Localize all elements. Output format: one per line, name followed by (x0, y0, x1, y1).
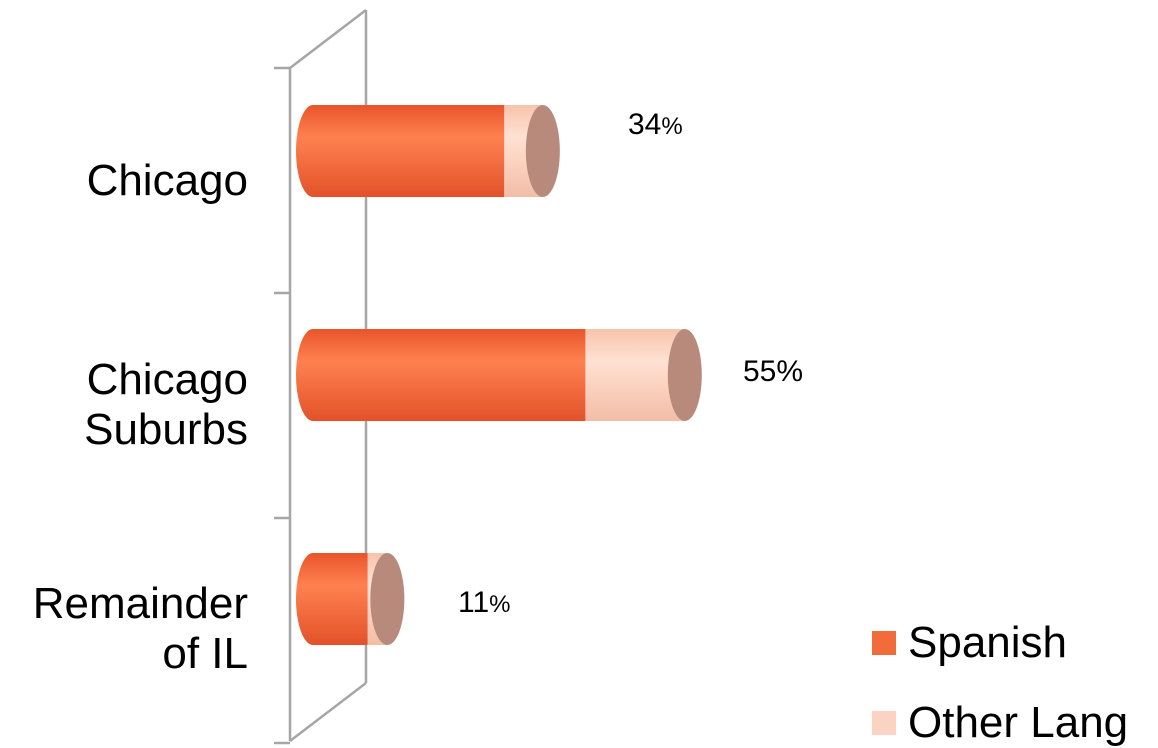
data-label: 11% (458, 586, 511, 620)
bar-spanish (313, 105, 505, 197)
category-label-line: of IL (162, 629, 248, 678)
bar-group (296, 553, 405, 645)
legend-label-spanish: Spanish (908, 618, 1068, 667)
legend-swatch-spanish (872, 631, 896, 655)
category-label-line: Chicago (86, 355, 248, 404)
bar-start-cap (296, 105, 330, 197)
category-label-line: Suburbs (84, 405, 248, 454)
category-label: Chicago Suburbs (84, 355, 248, 455)
bars (296, 105, 702, 645)
data-label-unit: % (489, 591, 511, 618)
bar-start-cap (296, 553, 330, 645)
category-label-line: Chicago (86, 156, 248, 205)
category-label-line: Remainder (32, 579, 248, 628)
bar-start-cap (296, 329, 330, 421)
data-label-number: 34 (628, 108, 662, 141)
data-label: 55% (743, 355, 803, 389)
data-label: 34% (628, 108, 683, 142)
legend-label-other-lang: Other Lang (908, 698, 1129, 747)
bar-end-cap (667, 329, 702, 421)
axis-line-top (289, 9, 367, 69)
data-label-number: 55% (743, 355, 804, 388)
bar-end-cap (370, 553, 405, 645)
legend-item-other-lang: Other Lang (872, 698, 1128, 748)
legend-item-spanish: Spanish (872, 618, 1067, 668)
bar-spanish (313, 329, 586, 421)
data-label-unit: % (661, 113, 683, 140)
category-label: Remainder of IL (33, 579, 248, 679)
bar-end-cap (525, 105, 560, 197)
bar-group (296, 329, 702, 421)
category-label: Chicago (87, 156, 248, 206)
axis-line-bottom (289, 682, 367, 742)
bar-group (296, 105, 560, 197)
legend-swatch-other-lang (872, 711, 896, 735)
data-label-number: 11 (458, 586, 490, 619)
